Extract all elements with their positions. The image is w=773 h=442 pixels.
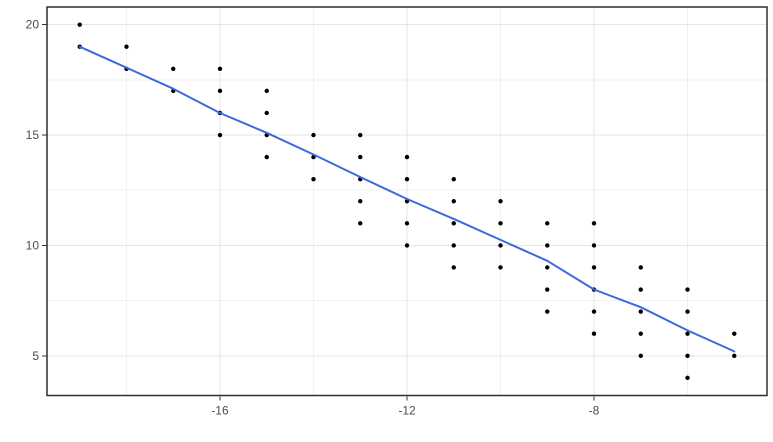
data-point: [451, 243, 456, 248]
data-point: [124, 44, 129, 49]
data-point: [591, 221, 597, 226]
data-point: [171, 66, 176, 72]
smooth-trend-line: [78, 45, 736, 353]
data-point: [545, 287, 550, 292]
x-axis-tick-label: -8: [589, 404, 600, 418]
data-point: [358, 154, 363, 160]
axis-tick-marks: [42, 24, 595, 401]
y-axis-tick-label: 5: [32, 349, 39, 363]
data-point: [591, 309, 597, 314]
data-point: [404, 221, 410, 226]
data-point: [451, 176, 456, 182]
x-axis-tick-label: -12: [398, 404, 416, 418]
y-axis-tick-label: 15: [26, 128, 40, 142]
data-point: [638, 353, 643, 358]
data-point: [404, 243, 410, 248]
major-gridlines: [47, 7, 767, 396]
y-axis-tick-label: 20: [26, 18, 40, 32]
data-point: [498, 243, 503, 248]
data-point: [638, 331, 643, 336]
data-point: [545, 309, 550, 314]
data-point: [451, 199, 456, 204]
x-axis-tick-label: -16: [211, 404, 229, 418]
data-point: [264, 154, 269, 160]
data-point: [732, 331, 737, 336]
data-point: [311, 132, 316, 138]
data-point: [591, 265, 597, 270]
data-point: [358, 132, 363, 138]
data-point: [217, 88, 223, 94]
data-point: [732, 353, 737, 358]
data-point: [358, 199, 363, 204]
data-point: [685, 353, 690, 358]
data-point: [451, 221, 456, 226]
data-point: [451, 265, 456, 270]
data-point: [545, 265, 550, 270]
data-point: [638, 265, 643, 270]
data-point: [311, 176, 316, 182]
data-point: [591, 331, 597, 336]
data-point: [685, 287, 690, 292]
data-point: [685, 331, 690, 336]
y-axis-labels: 20 15 10 5: [26, 18, 40, 363]
data-point: [404, 154, 410, 160]
data-point: [77, 22, 82, 27]
data-point: [217, 132, 223, 138]
data-point: [638, 309, 643, 314]
data-point: [264, 88, 269, 94]
panel-border: [46, 6, 768, 397]
data-point: [638, 287, 643, 292]
data-point: [498, 221, 503, 226]
data-point: [498, 199, 503, 204]
x-axis-labels: -16 -12 -8: [211, 404, 599, 418]
data-point: [498, 265, 503, 270]
data-point: [545, 221, 550, 226]
data-point: [685, 309, 690, 314]
data-point: [217, 66, 223, 72]
y-axis-tick-label: 10: [26, 238, 40, 252]
data-point: [264, 110, 269, 116]
data-point: [358, 221, 363, 226]
data-point: [404, 176, 410, 182]
data-point: [685, 375, 690, 381]
data-point: [545, 243, 550, 248]
data-point: [591, 243, 597, 248]
